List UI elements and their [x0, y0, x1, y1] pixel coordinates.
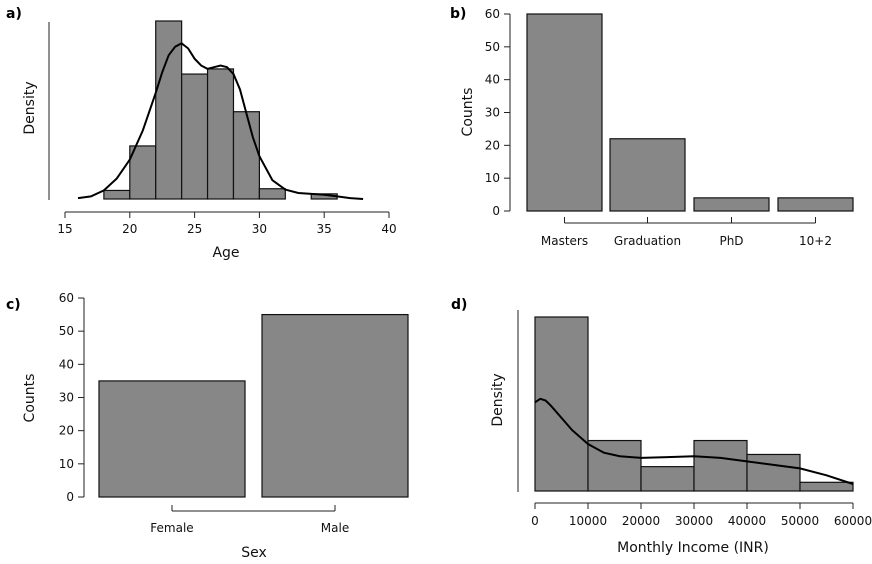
bar [526, 13, 603, 212]
panel-label-a: a) [6, 6, 22, 22]
panel-d-income-histogram: d) Density 0 10000 20000 30000 40000 50000 600… [451, 297, 872, 556]
histogram-bar [232, 111, 260, 200]
x-tick-label: 20000 [622, 514, 660, 528]
x-tick-label: 10000 [569, 514, 607, 528]
y-tick-label: 0 [492, 204, 500, 218]
x-axis: Masters Graduation PhD 10+2 [541, 217, 832, 248]
bar [693, 197, 770, 212]
histogram-bar [181, 73, 209, 200]
histogram-bar [746, 453, 801, 492]
bars [103, 20, 338, 200]
density-curve [77, 42, 364, 200]
x-tick-label: Female [150, 521, 193, 535]
y-tick-label: 30 [485, 106, 500, 120]
y-tick-label: 40 [485, 73, 500, 87]
y-axis: 0 10 20 30 40 50 60 [59, 291, 85, 504]
bars [98, 313, 409, 498]
y-tick-label: 40 [59, 357, 74, 371]
histogram-bar [640, 466, 695, 492]
x-axis-label: Sex [241, 545, 267, 561]
panel-label-d: d) [451, 297, 467, 313]
x-tick-label: 40000 [728, 514, 766, 528]
panel-a-age-histogram: a) Density 15 20 25 30 35 40 Age [6, 6, 397, 261]
x-tick-label: 30000 [675, 514, 713, 528]
histogram-bar [129, 145, 157, 200]
y-axis-label: Counts [22, 374, 38, 423]
histogram-bar [799, 481, 854, 492]
panel-label-c: c) [6, 297, 21, 313]
panel-label-b: b) [450, 6, 466, 22]
y-axis-label: Density [490, 373, 506, 426]
x-tick-label: Graduation [614, 234, 681, 248]
y-tick-label: 20 [59, 424, 74, 438]
x-axis: Female Male [150, 505, 349, 535]
x-tick-label: Masters [541, 234, 588, 248]
y-tick-label: 10 [485, 171, 500, 185]
x-tick-label: 25 [187, 222, 202, 236]
histogram-bar [693, 439, 748, 492]
x-tick-label: 30 [252, 222, 267, 236]
bars [526, 13, 854, 212]
x-tick-label: 0 [531, 514, 539, 528]
y-tick-label: 50 [485, 40, 500, 54]
x-tick-label: 20 [122, 222, 137, 236]
y-tick-label: 10 [59, 457, 74, 471]
y-tick-label: 30 [59, 391, 74, 405]
y-tick-label: 0 [66, 490, 74, 504]
x-tick-label: PhD [719, 234, 743, 248]
y-tick-label: 60 [59, 291, 74, 305]
histogram-bar [206, 68, 235, 200]
bars [534, 316, 854, 492]
density-curve [534, 397, 854, 485]
histogram-bar [103, 189, 131, 200]
x-tick-label: 60000 [834, 514, 872, 528]
y-tick-label: 20 [485, 138, 500, 152]
x-tick-label: 10+2 [799, 234, 832, 248]
panel-b-education-bars: b) 0 10 20 30 40 50 60 Counts Masters Graduatio… [450, 6, 854, 248]
x-axis-label: Monthly Income (INR) [617, 540, 769, 556]
x-tick-label: 35 [317, 222, 332, 236]
x-axis-label: Age [212, 245, 239, 261]
bar [609, 138, 686, 212]
bar [261, 313, 409, 498]
x-axis: 0 10000 20000 30000 40000 50000 60000 [531, 502, 872, 528]
y-tick-label: 50 [59, 324, 74, 338]
histogram-bar [587, 439, 642, 492]
y-axis-label: Density [22, 81, 38, 134]
x-tick-label: 15 [57, 222, 72, 236]
y-axis-label: Counts [460, 88, 476, 137]
histogram-bar [155, 20, 183, 200]
panel-c-sex-bars: c) 0 10 20 30 40 50 60 Counts Female Male Sex [6, 291, 409, 561]
y-tick-label: 60 [485, 7, 500, 21]
histogram-bar [258, 188, 286, 200]
bar [777, 197, 854, 212]
x-tick-label: Male [321, 521, 349, 535]
bar [98, 380, 246, 498]
y-axis: 0 10 20 30 40 50 60 [485, 7, 511, 218]
x-tick-label: 40 [381, 222, 396, 236]
histogram-bar [534, 316, 589, 492]
x-axis: 15 20 25 30 35 40 [57, 211, 397, 236]
x-tick-label: 50000 [781, 514, 819, 528]
